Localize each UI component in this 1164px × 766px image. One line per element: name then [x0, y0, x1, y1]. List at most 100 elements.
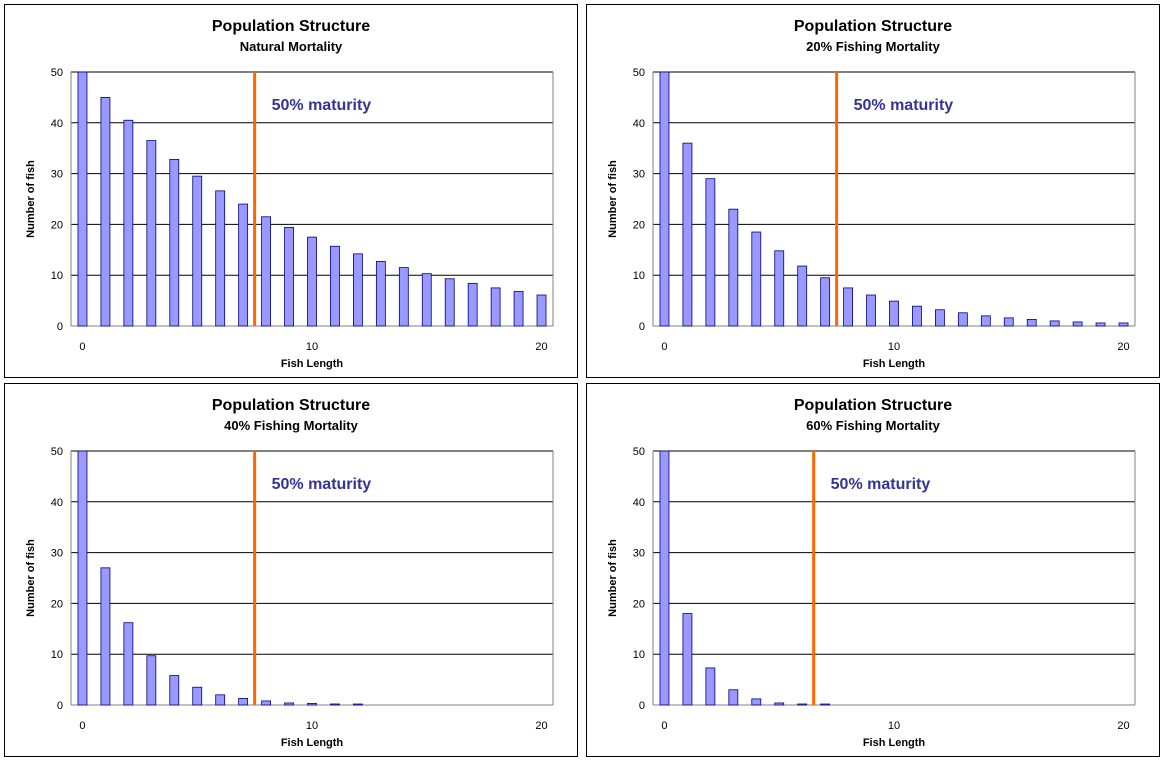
x-tick-label: 0: [79, 341, 85, 353]
chart-title: Population Structure: [794, 397, 952, 414]
y-tick-label: 10: [51, 270, 63, 282]
y-tick-label: 50: [51, 67, 63, 79]
x-tick-label: 0: [79, 720, 85, 732]
y-tick-label: 0: [639, 321, 645, 333]
bar: [169, 158, 180, 327]
bar: [398, 267, 409, 327]
bar: [284, 227, 294, 327]
y-tick-label: 10: [633, 270, 645, 282]
bar: [375, 261, 386, 327]
bar: [513, 291, 524, 327]
x-tick-label: 0: [661, 341, 667, 353]
chart-panel-20pct: Population Structure 20% Fishing Mortalit…: [586, 4, 1160, 378]
y-tick-label: 30: [51, 169, 63, 181]
bar: [330, 245, 340, 327]
bar: [77, 450, 88, 706]
bar: [353, 703, 363, 706]
chart-svg: Population Structure 60% Fishing Mortalit…: [607, 397, 1136, 749]
x-axis-label: Fish Length: [281, 358, 344, 370]
y-axis-label: Number of fish: [25, 160, 37, 238]
bar: [146, 140, 157, 327]
bar: [751, 231, 762, 327]
chart-panel-40pct: Population Structure 40% Fishing Mortalit…: [4, 383, 578, 757]
bar: [1049, 320, 1060, 327]
y-tick-label: 50: [633, 67, 645, 79]
x-tick-label: 10: [306, 720, 318, 732]
bar: [192, 686, 203, 706]
bar: [889, 300, 899, 327]
x-axis-label: Fish Length: [863, 358, 926, 370]
y-tick-label: 0: [639, 700, 645, 712]
bar: [935, 309, 945, 327]
bar: [123, 119, 134, 327]
y-tick-label: 40: [51, 497, 63, 509]
y-tick-label: 20: [51, 598, 63, 610]
bar: [774, 702, 785, 706]
bar: [774, 250, 785, 327]
chart-panel-natural: Population Structure Natural Mortality 0 10…: [4, 4, 578, 378]
bar: [192, 175, 203, 327]
bar: [467, 282, 478, 327]
bar: [353, 253, 363, 327]
chart-subtitle: 40% Fishing Mortality: [224, 418, 358, 433]
y-tick-label: 40: [633, 118, 645, 130]
chart-svg: Population Structure Natural Mortality 0 10…: [25, 18, 554, 370]
bar: [284, 702, 294, 706]
chart-svg: Population Structure 40% Fishing Mortalit…: [25, 397, 554, 749]
bar: [146, 655, 157, 706]
bar: [421, 273, 432, 327]
y-tick-label: 20: [51, 219, 63, 231]
y-tick-label: 20: [633, 598, 645, 610]
bar: [682, 613, 693, 706]
x-axis-label: Fish Length: [863, 737, 926, 749]
x-tick-label: 10: [306, 341, 318, 353]
maturity-label: 50% maturity: [854, 97, 954, 114]
y-tick-label: 50: [633, 446, 645, 458]
chart-subtitle: Natural Mortality: [240, 39, 343, 54]
chart-subtitle: 20% Fishing Mortality: [806, 39, 940, 54]
bar: [123, 622, 134, 706]
bar: [100, 567, 111, 706]
bar: [728, 208, 739, 327]
bar: [215, 190, 226, 327]
chart-panel-60pct: Population Structure 60% Fishing Mortalit…: [586, 383, 1160, 757]
maturity-label: 50% maturity: [831, 476, 931, 493]
bar: [444, 278, 455, 327]
chart-title: Population Structure: [212, 397, 370, 414]
y-axis-label: Number of fish: [607, 539, 619, 617]
bar: [797, 703, 808, 706]
bar: [980, 315, 991, 327]
bar: [330, 703, 340, 706]
x-tick-label: 20: [535, 720, 547, 732]
bar: [100, 97, 111, 327]
bar: [307, 703, 317, 706]
bar: [843, 287, 853, 327]
bar: [261, 216, 271, 327]
y-tick-label: 10: [51, 649, 63, 661]
y-axis-label: Number of fish: [607, 160, 619, 238]
maturity-label: 50% maturity: [272, 97, 372, 114]
bar: [536, 294, 547, 327]
x-tick-label: 20: [1117, 341, 1129, 353]
chart-title: Population Structure: [212, 18, 370, 35]
bar: [215, 694, 226, 706]
bar: [797, 265, 808, 327]
bar: [728, 689, 739, 706]
bar: [261, 700, 271, 706]
y-tick-label: 30: [633, 548, 645, 560]
y-axis-label: Number of fish: [25, 539, 37, 617]
bar: [820, 277, 831, 327]
y-tick-label: 40: [633, 497, 645, 509]
bar: [751, 698, 762, 706]
bar: [705, 667, 716, 706]
x-tick-label: 0: [661, 720, 667, 732]
chart-svg: Population Structure 20% Fishing Mortalit…: [607, 18, 1136, 370]
bar: [77, 71, 88, 327]
x-tick-label: 10: [888, 341, 900, 353]
y-tick-label: 40: [51, 118, 63, 130]
chart-subtitle: 60% Fishing Mortality: [806, 418, 940, 433]
bar: [682, 142, 693, 327]
bar: [1118, 322, 1129, 327]
bar: [912, 305, 922, 327]
bar: [1003, 317, 1014, 327]
